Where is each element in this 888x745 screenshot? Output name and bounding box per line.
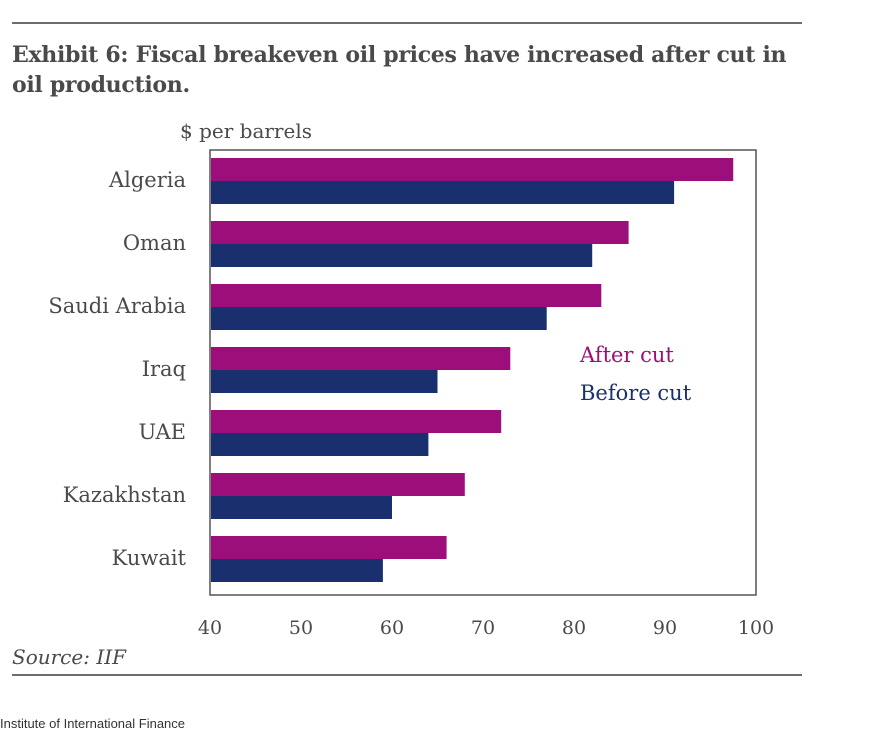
bar-before-cut	[211, 244, 593, 267]
image-caption: Institute of International Finance	[0, 716, 186, 731]
category-label: Kuwait	[112, 546, 187, 570]
bar-before-cut	[211, 559, 383, 582]
category-label: Iraq	[142, 357, 186, 381]
bar-after-cut	[211, 473, 465, 496]
category-label: UAE	[138, 420, 186, 444]
legend-item: Before cut	[580, 381, 692, 405]
x-tick-label: 80	[562, 617, 586, 639]
category-label: Saudi Arabia	[48, 294, 186, 318]
bar-after-cut	[211, 284, 602, 307]
bar-before-cut	[211, 433, 429, 456]
x-tick-label: 60	[380, 617, 404, 639]
source-note: Source: IIF	[12, 645, 126, 669]
bar-after-cut	[211, 410, 502, 433]
bar-after-cut	[211, 158, 734, 181]
bottom-rule	[12, 674, 802, 676]
bar-after-cut	[211, 347, 511, 370]
bar-after-cut	[211, 536, 447, 559]
bar-before-cut	[211, 496, 392, 519]
bar-before-cut	[211, 370, 438, 393]
legend: After cut Before cut	[579, 343, 692, 405]
category-label: Oman	[123, 231, 186, 255]
unit-label: $ per barrels	[180, 119, 312, 143]
bars	[211, 158, 734, 582]
x-tick-label: 70	[471, 617, 495, 639]
bar-before-cut	[211, 307, 547, 330]
x-tick-label: 40	[198, 617, 222, 639]
x-tick-label: 100	[738, 617, 774, 639]
top-rule	[12, 22, 802, 24]
x-tick-labels: 40 50 60 70 80 90 100	[198, 617, 774, 639]
category-label: Kazakhstan	[63, 483, 186, 507]
x-tick-label: 50	[289, 617, 313, 639]
bar-after-cut	[211, 221, 629, 244]
bar-before-cut	[211, 181, 675, 204]
legend-item: After cut	[579, 343, 674, 367]
chart-title: Exhibit 6: Fiscal breakeven oil prices h…	[12, 42, 787, 98]
category-label: Algeria	[108, 168, 186, 192]
x-tick-label: 90	[653, 617, 677, 639]
bar-chart: $ per barrels Algeria Oman Saudi Arabia Ira…	[48, 119, 774, 639]
category-labels: Algeria Oman Saudi Arabia Iraq UAE Kazakhstan…	[48, 168, 186, 570]
plot-frame	[209, 149, 757, 596]
